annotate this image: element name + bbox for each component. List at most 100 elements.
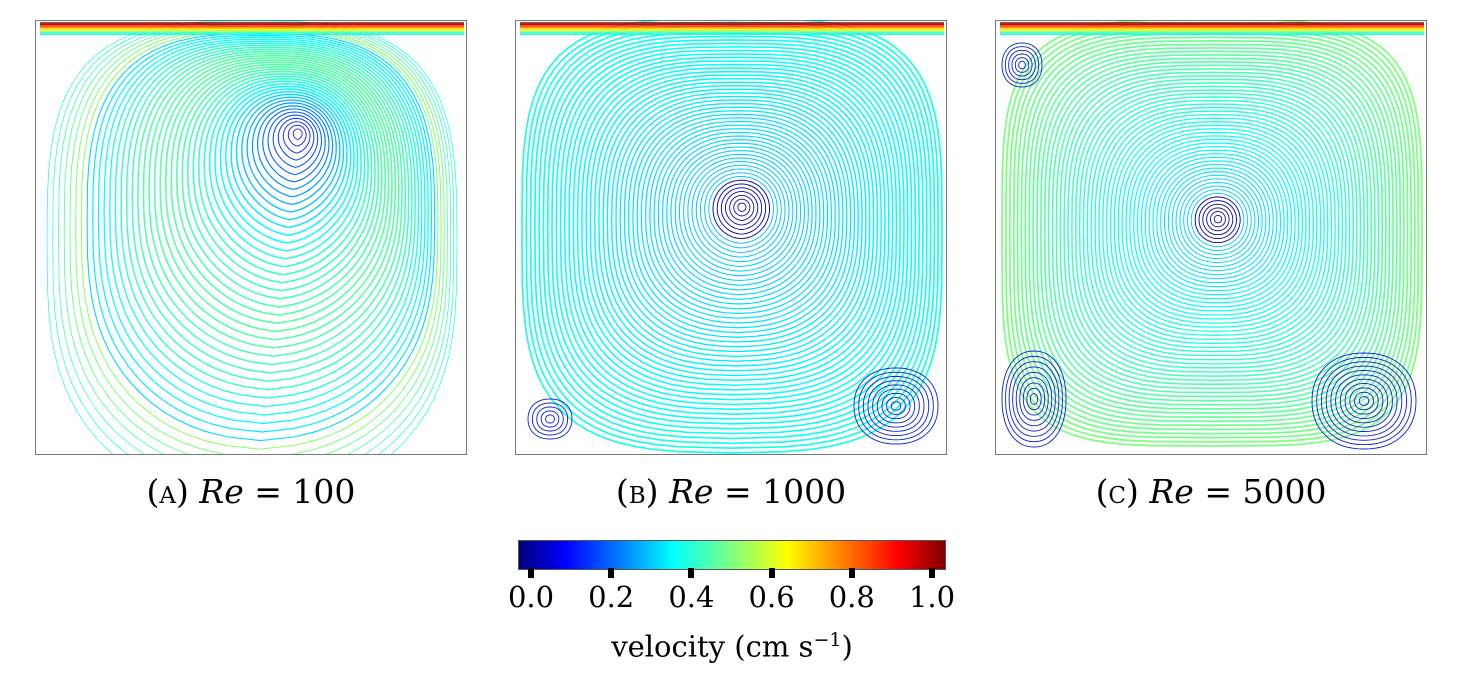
colorbar-tick-mark xyxy=(929,568,935,578)
streamline xyxy=(678,150,802,277)
streamline xyxy=(203,78,366,268)
streamline xyxy=(1071,82,1358,373)
streamline xyxy=(125,46,413,382)
streamline xyxy=(598,81,875,367)
streamline-field xyxy=(40,21,464,454)
caption-letter: (b) xyxy=(615,472,659,511)
streamline xyxy=(1012,29,1413,435)
streamline xyxy=(1020,36,1405,427)
streamline-plot-re-5000 xyxy=(995,20,1427,455)
colorbar-tick-label: 0.2 xyxy=(588,580,635,614)
corner-eddy xyxy=(876,388,916,424)
streamline xyxy=(564,53,905,406)
streamline xyxy=(611,92,863,353)
streamline xyxy=(46,21,458,454)
corner-eddy xyxy=(1001,42,1043,88)
corner-eddy xyxy=(1330,370,1398,432)
streamline xyxy=(131,48,410,374)
streamline xyxy=(733,198,751,217)
streamline xyxy=(165,61,390,325)
streamline xyxy=(712,179,770,240)
streamline xyxy=(1090,99,1340,353)
streamline xyxy=(120,44,416,391)
corner-eddy xyxy=(1005,355,1063,443)
streamline xyxy=(683,153,798,272)
streamline xyxy=(649,124,829,310)
streamline xyxy=(277,117,315,161)
streamline xyxy=(1067,78,1362,377)
corner-eddy xyxy=(858,371,934,441)
streamline xyxy=(589,74,882,377)
streamline xyxy=(1137,142,1296,304)
streamline xyxy=(606,88,867,358)
corner-eddy xyxy=(1354,391,1374,411)
streamline xyxy=(262,108,326,183)
streamline xyxy=(737,202,747,212)
streamline xyxy=(103,38,426,416)
caption-a: (a) Re = 100 xyxy=(35,470,467,514)
streamline xyxy=(153,57,397,341)
streamline xyxy=(1175,178,1259,263)
streamline xyxy=(1028,43,1398,418)
streamline xyxy=(593,77,879,372)
streamline xyxy=(1167,171,1267,272)
streamline xyxy=(1198,200,1237,240)
streamline xyxy=(1113,121,1318,328)
corner-eddy xyxy=(531,402,569,436)
streamline xyxy=(1016,33,1409,431)
streamline xyxy=(725,191,759,226)
streamline xyxy=(687,157,794,268)
corner-eddy xyxy=(862,375,930,437)
streamline xyxy=(225,88,352,236)
corner-eddy xyxy=(1012,366,1056,432)
corner-eddy xyxy=(1019,377,1049,421)
streamline xyxy=(1202,203,1234,236)
streamline xyxy=(235,93,345,221)
caption-variable: Re xyxy=(199,472,244,511)
streamline xyxy=(720,187,763,230)
streamline xyxy=(645,120,832,315)
streamline xyxy=(1055,68,1373,390)
corner-eddy xyxy=(1004,46,1040,84)
streamline-field xyxy=(520,21,944,454)
streamline xyxy=(546,39,920,425)
streamline xyxy=(555,46,913,415)
streamline xyxy=(576,63,894,391)
streamline xyxy=(1121,128,1311,320)
corner-eddy xyxy=(1018,60,1026,70)
streamline xyxy=(1040,54,1387,406)
streamline xyxy=(251,102,334,198)
velocity-colorbar xyxy=(518,540,946,570)
corner-eddy xyxy=(1335,374,1393,428)
streamline xyxy=(666,139,813,291)
corner-eddy xyxy=(1015,371,1053,427)
streamline xyxy=(142,52,403,357)
colorbar-tick-mark xyxy=(848,568,855,578)
streamline xyxy=(1036,50,1391,410)
streamline xyxy=(1094,103,1336,349)
caption-b: (b) Re = 1000 xyxy=(515,470,947,514)
streamline xyxy=(1213,214,1223,224)
caption-value: = 5000 xyxy=(1204,472,1327,511)
streamline xyxy=(568,56,901,401)
streamline xyxy=(1043,57,1384,402)
corner-eddy xyxy=(545,414,555,424)
streamline xyxy=(287,124,307,147)
corner-eddy xyxy=(1325,365,1403,437)
corner-eddy xyxy=(872,384,920,428)
streamline xyxy=(159,59,393,333)
streamline xyxy=(1129,135,1304,312)
corner-eddy xyxy=(1349,387,1379,415)
caption-c: (c) Re = 5000 xyxy=(995,470,1427,514)
streamline xyxy=(241,96,341,213)
colorbar-tick-mark xyxy=(688,568,695,578)
streamline-plot-re-1000 xyxy=(515,20,947,455)
streamline xyxy=(1074,85,1354,369)
streamline xyxy=(1187,189,1248,251)
corner-eddy xyxy=(1344,383,1384,419)
streamline xyxy=(674,146,806,282)
streamline xyxy=(708,176,774,244)
corner-eddy xyxy=(853,367,939,445)
streamline xyxy=(257,105,330,190)
streamline xyxy=(716,183,767,235)
